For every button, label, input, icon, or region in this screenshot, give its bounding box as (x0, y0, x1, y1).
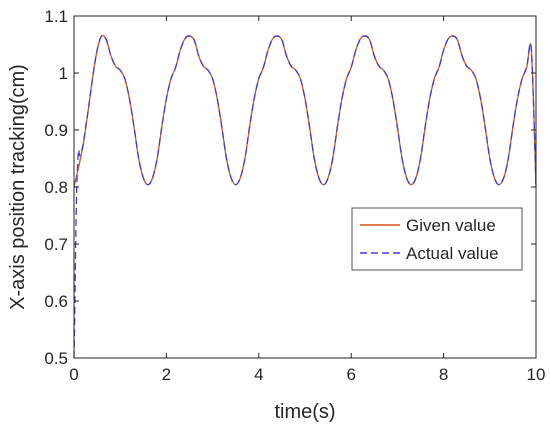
legend-actual-label: Actual value (406, 244, 499, 263)
y-axis-label: X-axis position tracking(cm) (7, 64, 29, 310)
legend: Given value Actual value (351, 207, 523, 271)
y-tick-label: 0.8 (44, 178, 68, 197)
x-tick-label: 10 (527, 365, 546, 384)
series-layer (73, 34, 537, 359)
legend-box (351, 207, 523, 271)
series-line-actual-value (73, 34, 537, 359)
plot-area (74, 16, 536, 358)
x-axis-ticks: 0 2 4 6 8 10 (69, 16, 545, 384)
y-tick-label: 0.9 (44, 121, 68, 140)
y-tick-label: 1 (59, 64, 68, 83)
x-tick-label: 4 (254, 365, 263, 384)
x-tick-label: 0 (69, 365, 78, 384)
y-axis-ticks: 0.5 0.6 0.7 0.8 0.9 1 1.1 (44, 7, 536, 368)
legend-given-label: Given value (406, 216, 496, 235)
x-tick-label: 2 (162, 365, 171, 384)
plot-background (74, 16, 536, 358)
x-tick-label: 6 (346, 365, 355, 384)
y-tick-label: 0.6 (44, 292, 68, 311)
x-tick-label: 8 (439, 365, 448, 384)
y-tick-label: 0.5 (44, 349, 68, 368)
x-axis-label: time(s) (274, 401, 335, 423)
y-tick-label: 0.7 (44, 235, 68, 254)
y-tick-label: 1.1 (44, 7, 68, 26)
